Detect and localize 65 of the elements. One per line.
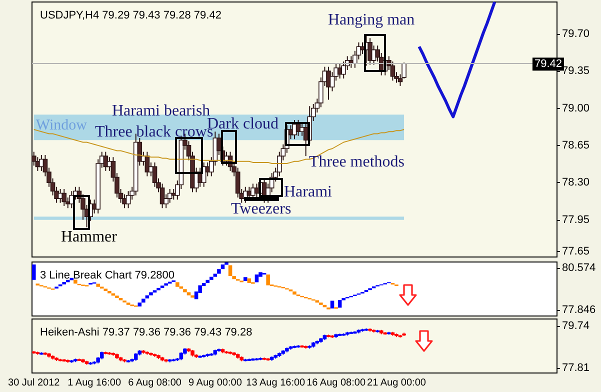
x-tick-label: 9 Aug 00:00 — [188, 378, 242, 388]
text: Heiken-Ashi 79.37 79.36 79.36 79.43 79.28 — [40, 326, 252, 338]
line-series — [418, 0, 496, 118]
y-tick-label: 77.81 — [562, 362, 590, 374]
text: USDJPY,H4 79.29 79.43 79.28 79.42 — [40, 10, 222, 22]
bar — [149, 292, 153, 296]
bar — [330, 300, 334, 308]
annotation: Harami — [284, 184, 333, 200]
y-tick-label: 79.00 — [562, 102, 590, 114]
annotation: Tweezers — [231, 200, 292, 218]
bar — [104, 288, 108, 292]
bar — [254, 274, 259, 282]
annotation: Three methods — [309, 154, 405, 170]
bar — [266, 274, 270, 286]
bar — [66, 280, 70, 282]
band-label: Window — [36, 117, 88, 134]
bar — [96, 284, 100, 287]
x-tick-label: 16 Aug 08:00 — [306, 378, 366, 388]
bar — [224, 262, 228, 265]
bar — [186, 292, 191, 296]
bar — [118, 298, 123, 300]
bar — [213, 274, 218, 277]
bar — [210, 276, 214, 280]
annotation: Hanging man — [328, 12, 415, 28]
y-tick-label: 79.70 — [562, 28, 590, 40]
bar — [164, 283, 168, 286]
ref-line-label: 79.42 — [534, 58, 562, 70]
bar — [176, 282, 180, 287]
y-tick-label: 79.35 — [562, 65, 590, 78]
bar — [206, 280, 210, 283]
bar — [138, 302, 142, 306]
x-tick-label: 1 Aug 16:00 — [68, 378, 122, 388]
y-tick-label: 79.74 — [562, 320, 590, 332]
text: 3 Line Break Chart 79.2800 — [40, 270, 175, 282]
bar — [74, 280, 78, 284]
candlestick — [368, 38, 372, 66]
candlestick — [126, 190, 131, 209]
bar — [217, 269, 221, 274]
bar — [183, 289, 187, 292]
y-tick-label: 80.574 — [562, 262, 596, 274]
x-tick-label: 21 Aug 00:00 — [367, 378, 426, 388]
bar — [292, 291, 296, 295]
bar — [156, 288, 160, 290]
bar — [152, 290, 157, 293]
bar — [190, 295, 194, 298]
y-tick-label: 77.846 — [562, 304, 596, 316]
bar — [244, 277, 248, 281]
candlestick — [326, 66, 331, 100]
y-tick-label: 78.30 — [562, 176, 590, 189]
bar — [232, 276, 236, 280]
annotation: Harami bearish — [112, 102, 210, 120]
bar — [220, 264, 225, 270]
bar — [228, 265, 232, 276]
y-tick-label: 77.65 — [562, 246, 590, 258]
bar — [338, 300, 342, 308]
candlestick — [62, 188, 67, 206]
bar — [142, 298, 146, 303]
bar — [247, 278, 252, 283]
y-tick-label: 78.65 — [562, 139, 590, 152]
y-tick-label: 77.95 — [562, 214, 590, 226]
x-tick-label: 6 Aug 08:00 — [128, 378, 182, 388]
x-tick-label: 13 Aug 16:00 — [246, 378, 306, 388]
x-tick-label: 30 Jul 2012 — [8, 378, 60, 388]
annotation: Hammer — [61, 228, 118, 246]
bar — [32, 264, 36, 280]
